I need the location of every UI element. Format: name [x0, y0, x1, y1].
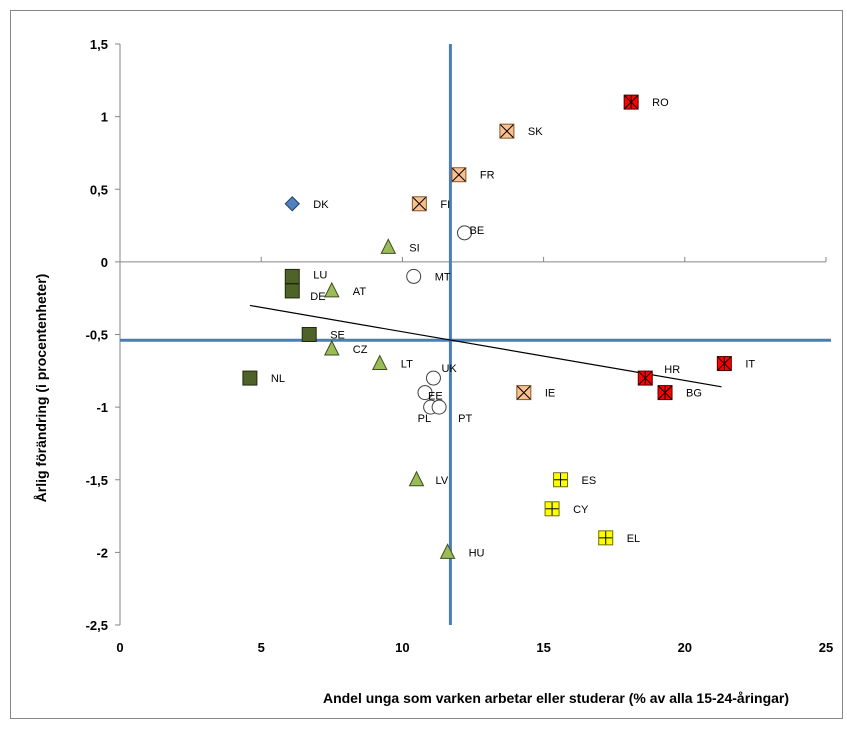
y-tick-label: 1: [101, 110, 108, 125]
y-tick-label: -1,5: [86, 473, 108, 488]
point-lv: [408, 470, 425, 487]
label-el: EL: [627, 533, 640, 545]
point-de: [284, 283, 300, 299]
label-lu: LU: [313, 269, 327, 281]
chart-frame: [10, 10, 843, 719]
label-es: ES: [582, 475, 597, 487]
label-se: SE: [330, 330, 345, 342]
data-points: [242, 94, 732, 559]
point-hu: [439, 543, 456, 559]
label-it: IT: [745, 359, 755, 371]
reference-lines: [120, 44, 831, 625]
point-cz: [323, 339, 340, 356]
label-fr: FR: [480, 170, 495, 182]
label-de: DE: [310, 291, 325, 303]
label-ie: IE: [545, 388, 555, 400]
label-si: SI: [409, 242, 419, 254]
point-ee: [417, 385, 433, 401]
label-pt: PT: [458, 413, 472, 425]
x-tick-label: 25: [819, 640, 833, 655]
label-cz: CZ: [353, 344, 368, 356]
label-ro: RO: [652, 97, 669, 109]
point-dk: [284, 196, 300, 212]
point-ie-cross-b: [516, 385, 531, 400]
point-mt: [406, 268, 422, 284]
label-mt: MT: [435, 271, 451, 283]
y-tick-label: -1: [96, 400, 108, 415]
y-tick-label: 0: [101, 255, 108, 270]
point-lu: [284, 268, 300, 284]
point-labels: RO SK FR DK FI BE SI LU MT DE AT SE CZ LT NL UK EE PL PT IE…: [271, 97, 755, 559]
label-sk: SK: [528, 126, 543, 138]
point-at: [323, 281, 340, 298]
point-be: [457, 225, 473, 241]
point-sk-cross-b: [500, 124, 514, 139]
label-hu: HU: [469, 547, 485, 559]
y-tick-label: -0,5: [86, 328, 108, 343]
label-nl: NL: [271, 373, 285, 385]
y-tick-label: -2,5: [86, 618, 108, 633]
label-dk: DK: [313, 199, 329, 211]
y-tick-label: 1,5: [90, 37, 108, 52]
x-axis-label: Andel unga som varken arbetar eller stud…: [323, 690, 789, 706]
point-fr-cross-b: [452, 167, 466, 182]
label-bg: BG: [686, 388, 702, 400]
label-uk: UK: [441, 363, 457, 375]
x-tick-label: 0: [116, 640, 123, 655]
x-tick-label: 20: [678, 640, 692, 655]
x-tick-label: 5: [258, 640, 265, 655]
y-axis-label: Årlig förändring (i procentenheter): [33, 274, 49, 503]
point-si: [380, 238, 397, 254]
point-uk: [425, 370, 441, 386]
label-fi: FI: [440, 199, 450, 211]
axes: 1,5 1 0,5 0 -0,5 -1 -1,5 -2 -2,5 0 5 10 15 20 25: [86, 37, 834, 655]
label-lt: LT: [401, 359, 413, 371]
label-be: BE: [470, 225, 485, 237]
y-tick-label: 0,5: [90, 182, 108, 197]
label-pl: PL: [418, 413, 431, 425]
point-se: [301, 327, 317, 342]
point-pt: [431, 399, 447, 415]
x-tick-label: 10: [395, 640, 409, 655]
label-cy: CY: [573, 504, 589, 516]
label-ee: EE: [428, 391, 443, 403]
x-tick-label: 15: [536, 640, 550, 655]
point-lt: [371, 354, 388, 371]
label-hr: HR: [664, 364, 680, 376]
y-tick-label: -2: [96, 545, 108, 560]
label-lv: LV: [436, 475, 449, 487]
point-nl: [242, 370, 258, 386]
point-fi-cross-b: [412, 196, 427, 211]
label-at: AT: [353, 286, 367, 298]
